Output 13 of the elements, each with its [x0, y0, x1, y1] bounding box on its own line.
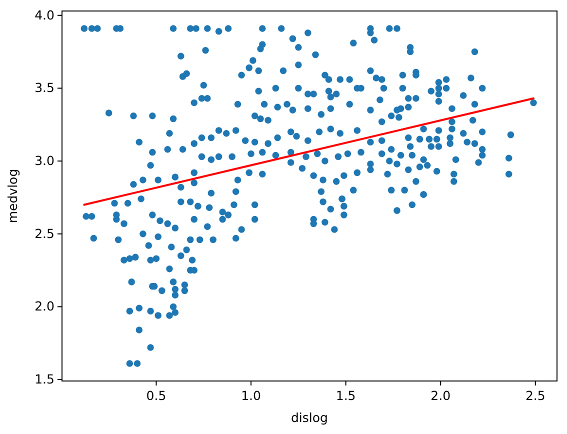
x-tick-label: 1.0: [241, 388, 261, 403]
y-tick-label: 3.0: [34, 153, 55, 168]
x-tick-label: 0.5: [146, 388, 166, 403]
x-tick-label: 1.5: [336, 388, 356, 403]
y-axis-title: medvlog: [5, 168, 20, 224]
y-tick-label: 2.0: [34, 298, 55, 314]
y-tick-label: 1.5: [34, 372, 54, 387]
y-tick-label: 2.5: [34, 226, 54, 241]
y-tick-label: 4.0: [34, 7, 55, 22]
x-axis-title: dislog: [291, 410, 328, 425]
y-tick-label: 3.5: [34, 80, 54, 96]
x-tick-label: 2.0: [430, 388, 451, 403]
x-tick-label: 2.5: [525, 388, 546, 403]
